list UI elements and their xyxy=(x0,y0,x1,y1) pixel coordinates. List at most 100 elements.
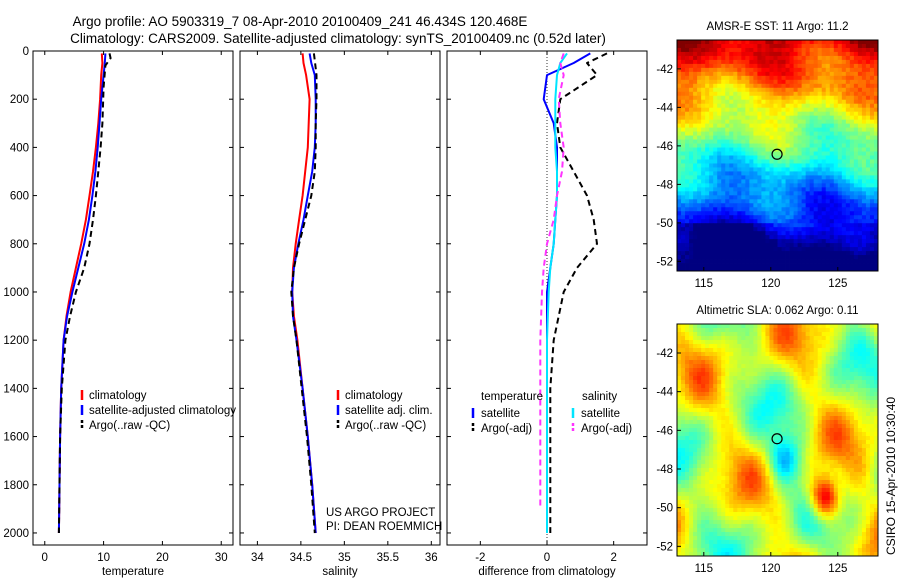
map-cell xyxy=(685,171,690,176)
map-cell xyxy=(873,255,879,260)
map-cell xyxy=(797,328,803,333)
map-cell xyxy=(833,155,839,160)
map-cell xyxy=(829,251,835,256)
map-cell xyxy=(709,79,714,85)
map-cell xyxy=(737,75,742,81)
map-cell xyxy=(805,332,811,337)
map-cell xyxy=(753,47,758,53)
map-cell xyxy=(813,400,819,405)
map-cell xyxy=(725,40,730,45)
map-cell xyxy=(809,332,815,337)
map-cell xyxy=(753,428,758,433)
map-cell xyxy=(785,67,790,73)
map-cell xyxy=(757,416,762,421)
map-cell xyxy=(713,59,718,65)
map-cell xyxy=(789,444,794,449)
map-cell xyxy=(773,107,778,113)
map-cell xyxy=(793,95,798,101)
map-cell xyxy=(733,408,738,413)
map-cell xyxy=(821,388,827,393)
map-cell xyxy=(845,227,851,232)
map-cell xyxy=(729,472,734,477)
map-cell xyxy=(841,63,847,69)
map-cell xyxy=(781,131,786,136)
map-cell xyxy=(677,332,682,337)
map-cell xyxy=(845,183,851,188)
map-cell xyxy=(825,155,831,160)
map-cell xyxy=(869,227,875,232)
map-cell xyxy=(773,127,778,132)
map-cell xyxy=(701,408,706,413)
map-cell xyxy=(861,75,867,81)
map-cell xyxy=(793,440,798,445)
map-cell xyxy=(841,239,847,244)
map-cell xyxy=(773,448,778,453)
map-cell xyxy=(869,103,875,109)
map-cell xyxy=(865,472,871,477)
map-cell xyxy=(761,71,766,77)
map-cell xyxy=(837,75,843,81)
map-cell xyxy=(829,420,835,425)
map-cell xyxy=(841,215,847,220)
map-cell xyxy=(849,75,855,81)
map-cell xyxy=(861,328,867,333)
map-cell xyxy=(829,83,835,89)
map-cell xyxy=(841,360,847,365)
map-cell xyxy=(737,428,742,433)
map-cell xyxy=(737,139,742,144)
map-cell xyxy=(693,432,698,437)
map-cell xyxy=(737,239,742,244)
map-cell xyxy=(677,127,682,132)
map-cell xyxy=(813,215,819,220)
map-cell xyxy=(849,356,855,361)
map-cell xyxy=(745,267,750,272)
map-cell xyxy=(681,440,686,445)
map-cell xyxy=(697,43,702,49)
map-cell xyxy=(685,360,690,365)
map-cell xyxy=(861,267,867,272)
map-cell xyxy=(873,211,879,216)
map-cell xyxy=(733,127,738,132)
map-cell xyxy=(873,364,879,369)
map-cell xyxy=(729,115,734,121)
map-cell xyxy=(829,135,835,140)
map-cell xyxy=(733,55,738,61)
map-cell xyxy=(777,424,782,429)
map-cell xyxy=(745,223,750,228)
map-cell xyxy=(741,440,746,445)
map-cell xyxy=(837,235,843,240)
map-cell xyxy=(741,143,746,148)
map-cell xyxy=(845,243,851,248)
map-cell xyxy=(841,352,847,357)
map-cell xyxy=(681,388,686,393)
map-cell xyxy=(693,223,698,228)
map-cell xyxy=(705,404,710,409)
map-cell xyxy=(793,87,798,93)
map-cell xyxy=(685,187,690,192)
map-cell xyxy=(789,147,794,152)
map-cell xyxy=(773,40,778,45)
map-cell xyxy=(721,332,726,337)
map-cell xyxy=(769,259,774,264)
map-cell xyxy=(709,159,714,164)
map-cell xyxy=(697,107,702,113)
map-cell xyxy=(709,207,714,212)
map-cell xyxy=(769,464,774,469)
map-cell xyxy=(757,175,762,180)
map-cell xyxy=(821,356,827,361)
map-cell xyxy=(701,428,706,433)
map-cell xyxy=(841,119,847,125)
map-cell xyxy=(769,131,774,136)
map-cell xyxy=(837,255,843,260)
x-tick-label: 30 xyxy=(215,552,228,564)
map-cell xyxy=(733,83,738,89)
map-cell xyxy=(709,460,714,465)
map-cell xyxy=(853,448,859,453)
map-cell xyxy=(781,364,786,369)
map-cell xyxy=(693,400,698,405)
map-cell xyxy=(825,420,831,425)
map-cell xyxy=(717,83,722,89)
map-cell xyxy=(749,336,754,341)
map-cell xyxy=(873,472,879,477)
legend-label: climatology xyxy=(89,390,147,402)
